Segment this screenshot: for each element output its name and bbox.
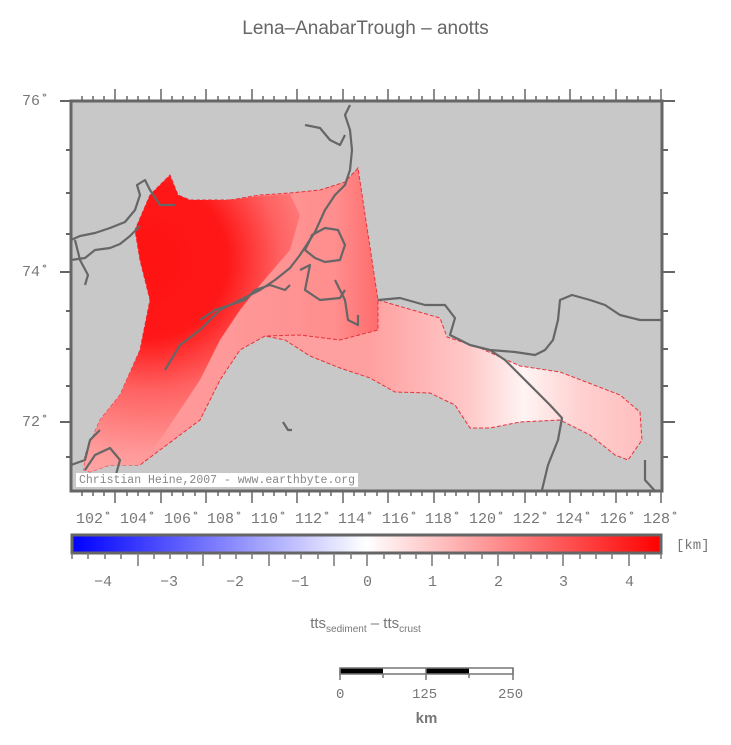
lon-label-124: 124˚	[556, 511, 593, 528]
lon-label-108: 108˚	[207, 511, 244, 528]
lon-label-116: 116˚	[382, 511, 419, 528]
lon-label-128: 128˚	[643, 511, 680, 528]
lon-label-118: 118˚	[425, 511, 462, 528]
lon-label-106: 106˚	[164, 511, 201, 528]
colorbar-tick-neg1: −1	[291, 574, 310, 591]
lat-label-72: 72˚	[22, 414, 50, 431]
lon-label-114: 114˚	[338, 511, 375, 528]
credit-text: Christian Heine,2007 - www.earthbyte.org	[76, 473, 359, 487]
axis-label-sub1: sediment	[326, 624, 367, 635]
colorbar-tick-neg2: −2	[226, 574, 245, 591]
colorbar-tick-4: 4	[625, 574, 635, 591]
colorbar-axis-label: ttssediment – ttscrust	[0, 615, 731, 635]
scalebar-label-125: 125	[412, 687, 438, 703]
lon-label-122: 122˚	[513, 511, 550, 528]
lon-label-102: 102˚	[76, 511, 113, 528]
lat-label-74: 74˚	[22, 264, 50, 281]
lon-label-104: 104˚	[120, 511, 157, 528]
lon-label-112: 112˚	[295, 511, 332, 528]
colorbar-tick-neg3: −3	[160, 574, 179, 591]
scalebar-unit: km	[415, 710, 438, 727]
lat-label-76: 76˚	[22, 93, 50, 110]
map-frame	[69, 99, 664, 493]
lon-label-120: 120˚	[469, 511, 506, 528]
anomaly-region-east	[263, 299, 643, 461]
map-title: Lena–AnabarTrough – anotts	[242, 18, 489, 39]
scalebar	[339, 667, 514, 680]
colorbar-tick-1: 1	[428, 574, 438, 591]
lon-label-126: 126˚	[600, 511, 637, 528]
coastlines	[70, 104, 662, 492]
axis-label-separator: –	[366, 615, 384, 632]
colorbar	[70, 533, 663, 566]
colorbar-unit: [km]	[676, 538, 710, 554]
lon-ticks	[81, 89, 662, 503]
axis-label-base2: tts	[383, 615, 400, 632]
colorbar-tick-2: 2	[494, 574, 504, 591]
lon-label-110: 110˚	[251, 511, 288, 528]
axis-label-base1: tts	[310, 615, 327, 632]
anomaly-region-west	[84, 175, 300, 472]
lat-ticks	[60, 100, 675, 458]
axis-label-sub2: crust	[399, 624, 421, 635]
scalebar-label-0: 0	[336, 687, 345, 703]
colorbar-tick-0: 0	[363, 574, 373, 591]
scalebar-label-250: 250	[498, 687, 524, 703]
colorbar-tick-3: 3	[559, 574, 569, 591]
colorbar-tick-neg4: −4	[94, 574, 113, 591]
